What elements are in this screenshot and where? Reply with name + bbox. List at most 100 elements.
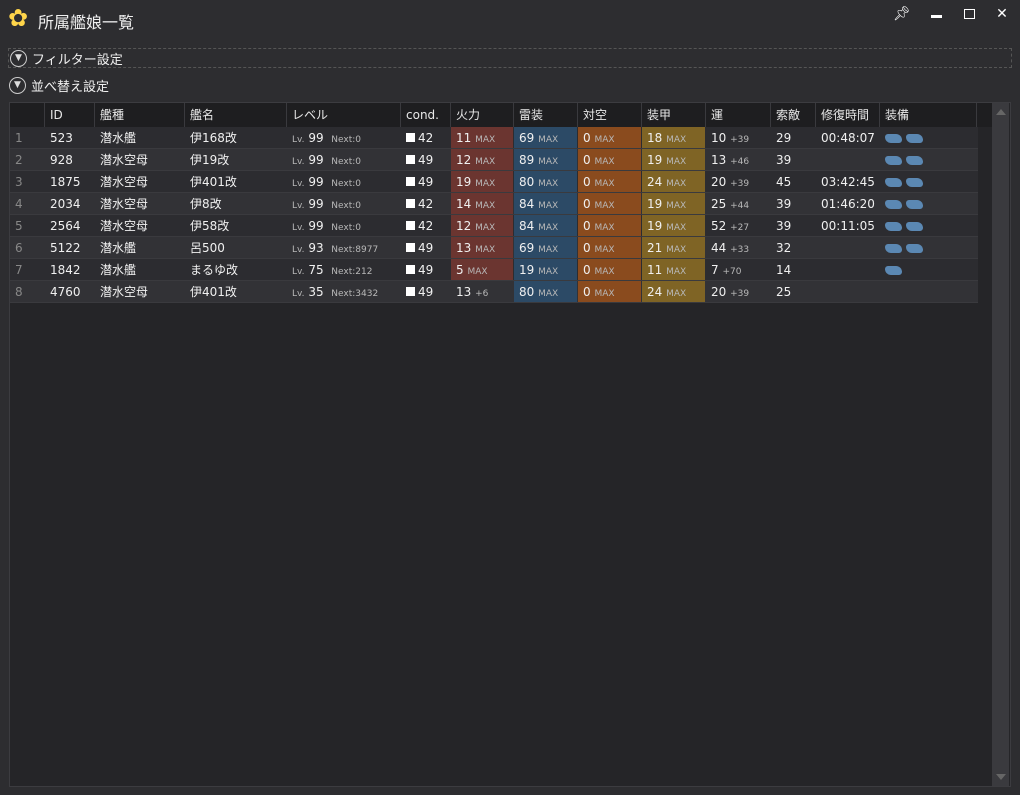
next-exp: Next:0 [331, 179, 361, 189]
luck-remaining: +46 [730, 157, 750, 167]
stat-remaining: MAX [666, 223, 687, 233]
sort-settings-toggle[interactable]: ▼ 並べ替え設定 [8, 75, 1012, 95]
id-cell: 1842 [45, 259, 94, 280]
column-header[interactable]: 運 [706, 103, 771, 127]
stat-value: 19 [647, 153, 663, 167]
next-exp: Next:212 [331, 267, 373, 277]
column-header[interactable]: 火力 [451, 103, 514, 127]
row-number-cell: 2 [10, 149, 44, 170]
column-header[interactable]: 装備 [880, 103, 977, 127]
luck-cell: 44 +33 [706, 237, 770, 258]
stat-remaining: MAX [594, 179, 615, 189]
stat-cell-fp: 13 MAX [451, 237, 513, 258]
row-number-cell: 1 [10, 127, 44, 148]
column-header[interactable]: 修復時間 [816, 103, 880, 127]
table-header: ID 艦種 艦名 レベル cond. 火力 雷装 対空 装甲運索敵 修復時間 装備 [10, 103, 993, 127]
condition-square-icon [406, 287, 415, 296]
stat-remaining: MAX [666, 289, 687, 299]
stat-remaining: MAX [538, 223, 559, 233]
next-exp: Next:3432 [331, 289, 379, 299]
stat-cell-aa: 0 MAX [578, 237, 641, 258]
scroll-up-icon[interactable] [996, 109, 1006, 115]
table-row[interactable]: 8 4760 潜水空母 伊401改 Lv. 35 Next:3432 49 13 +6 80 … [10, 281, 978, 303]
lv-prefix: Lv. [292, 289, 305, 299]
los-cell: 29 [771, 127, 815, 148]
name-cell: 伊401改 [185, 171, 286, 192]
column-header[interactable]: レベル [287, 103, 401, 127]
stat-value: 19 [647, 219, 663, 233]
close-button[interactable]: ✕ [996, 6, 1008, 22]
column-header[interactable]: 装甲 [642, 103, 706, 127]
stat-value: 18 [647, 131, 663, 145]
table-row[interactable]: 3 1875 潜水空母 伊401改 Lv. 99 Next:0 49 19 MAX 80 MA… [10, 171, 978, 193]
stat-value: 11 [456, 131, 472, 145]
stat-remaining: MAX [538, 201, 559, 211]
type-cell: 潜水艦 [95, 127, 184, 148]
line-of-sight: 25 [776, 285, 792, 299]
table-row[interactable]: 1 523 潜水艦 伊168改 Lv. 99 Next:0 42 11 MAX 69 MAX 0… [10, 127, 978, 149]
stat-remaining: MAX [538, 135, 559, 145]
stat-remaining: MAX [475, 201, 496, 211]
stat-value: 84 [519, 219, 535, 233]
name-cell: 伊58改 [185, 215, 286, 236]
stat-value: 69 [519, 131, 535, 145]
condition: 49 [418, 153, 434, 167]
pin-icon[interactable]: 📌︎ [893, 6, 911, 22]
cond-cell: 49 [401, 281, 450, 302]
table-row[interactable]: 6 5122 潜水艦 呂500 Lv. 93 Next:8977 49 13 MAX 69 M… [10, 237, 978, 259]
next-exp: Next:0 [331, 201, 361, 211]
name-cell: 伊8改 [185, 193, 286, 214]
submarine-torpedo-icon [885, 222, 902, 231]
stat-value: 5 [456, 263, 464, 277]
equipment-cell [880, 149, 976, 170]
table-row[interactable]: 5 2564 潜水空母 伊58改 Lv. 99 Next:0 42 12 MAX 84 MAX… [10, 215, 978, 237]
scroll-down-icon[interactable] [996, 774, 1006, 780]
stat-value: 69 [519, 241, 535, 255]
stat-cell-ar: 19 MAX [642, 149, 705, 170]
table-row[interactable]: 2 928 潜水空母 伊19改 Lv. 99 Next:0 49 12 MAX 89 MAX 0… [10, 149, 978, 171]
stat-cell-aa: 0 MAX [578, 281, 641, 302]
submarine-torpedo-icon [906, 156, 923, 165]
luck-cell: 20 +39 [706, 281, 770, 302]
lv-prefix: Lv. [292, 223, 305, 233]
repair-cell: 00:11:05 [816, 215, 879, 236]
table-row[interactable]: 7 1842 潜水艦 まるゆ改 Lv. 75 Next:212 49 5 MAX 19 MAX… [10, 259, 978, 281]
chevron-down-icon: ▼ [10, 49, 27, 67]
stat-remaining: MAX [475, 135, 496, 145]
cond-cell: 42 [401, 127, 450, 148]
luck-remaining: +44 [730, 201, 750, 211]
next-exp: Next:0 [331, 135, 361, 145]
column-header[interactable] [10, 103, 45, 127]
stat-remaining: MAX [475, 157, 496, 167]
los-cell: 39 [771, 149, 815, 170]
vertical-scrollbar[interactable] [992, 103, 1009, 786]
condition: 49 [418, 241, 434, 255]
column-header[interactable]: ID [45, 103, 95, 127]
stat-value: 12 [456, 219, 472, 233]
minimize-button[interactable] [924, 4, 948, 24]
stat-value: 24 [647, 175, 663, 189]
stat-remaining: MAX [538, 267, 559, 277]
maximize-button[interactable] [957, 4, 981, 24]
stat-cell-aa: 0 MAX [578, 171, 641, 192]
stat-value: 0 [583, 131, 591, 145]
ship-type: 潜水空母 [100, 219, 149, 233]
stat-cell-ar: 24 MAX [642, 281, 705, 302]
column-header[interactable]: 雷装 [514, 103, 578, 127]
row-number-cell: 4 [10, 193, 44, 214]
column-header[interactable]: cond. [401, 103, 451, 127]
table-row[interactable]: 4 2034 潜水空母 伊8改 Lv. 99 Next:0 42 14 MAX 84 MAX 0… [10, 193, 978, 215]
luck: 44 [711, 241, 727, 255]
cond-cell: 49 [401, 259, 450, 280]
luck: 20 [711, 175, 727, 189]
condition-square-icon [406, 199, 415, 208]
stat-remaining: MAX [594, 135, 615, 145]
column-header[interactable]: 対空 [578, 103, 642, 127]
column-header[interactable]: 艦名 [185, 103, 287, 127]
column-header[interactable]: 索敵 [771, 103, 816, 127]
lv-prefix: Lv. [292, 267, 305, 277]
filter-settings-toggle[interactable]: ▼ フィルター設定 [8, 48, 1012, 68]
column-header[interactable]: 艦種 [95, 103, 185, 127]
line-of-sight: 32 [776, 241, 792, 255]
stat-cell-ar: 11 MAX [642, 259, 705, 280]
